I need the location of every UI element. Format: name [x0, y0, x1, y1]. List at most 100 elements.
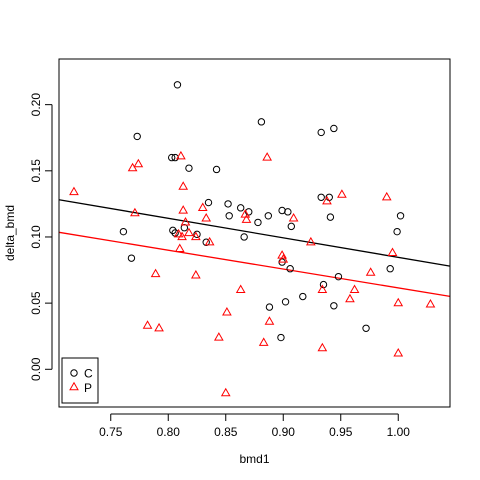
point-p — [278, 254, 289, 263]
point-p — [213, 332, 224, 341]
point-c — [245, 208, 253, 216]
point-p — [387, 247, 398, 256]
x-tick-label: 0.85 — [214, 425, 238, 439]
point-c — [193, 230, 201, 239]
y-tick-label: 0.20 — [29, 93, 43, 117]
point-c — [173, 81, 182, 89]
legend-box — [61, 357, 99, 404]
point-p — [235, 284, 246, 293]
point-c — [237, 204, 245, 212]
point-p — [262, 152, 273, 161]
legend-triangle-marker — [69, 381, 79, 391]
point-p — [381, 191, 392, 201]
point-p — [173, 228, 184, 238]
x-tick-label: 1.00 — [387, 425, 411, 439]
point-c — [180, 224, 189, 232]
point-p — [204, 236, 215, 246]
y-tick-label: 0.10 — [29, 225, 43, 249]
point-c — [127, 254, 136, 262]
point-p — [180, 217, 191, 226]
point-p — [317, 342, 328, 352]
point-p — [142, 320, 153, 329]
point-p — [345, 293, 355, 303]
y-tick-label: 0.15 — [29, 159, 43, 183]
point-c — [202, 238, 210, 246]
legend-circle-marker — [70, 369, 78, 377]
x-axis: 0.75 0.80 0.85 0.90 0.95 1.00 — [99, 413, 411, 439]
point-p — [133, 158, 144, 168]
regression-line-c — [58, 199, 451, 267]
point-c — [277, 333, 285, 342]
point-p — [130, 207, 140, 217]
point-c — [317, 193, 325, 201]
point-c — [330, 124, 338, 133]
point-p — [322, 195, 332, 205]
point-c — [386, 265, 394, 273]
point-c — [133, 132, 141, 141]
x-tick-label: 0.90 — [272, 425, 296, 439]
point-p — [190, 269, 201, 279]
legend-label-p: P — [84, 381, 92, 395]
point-c — [264, 212, 272, 220]
point-p — [349, 284, 360, 293]
data-points — [69, 81, 436, 397]
point-p — [176, 150, 186, 160]
point-p — [264, 316, 275, 325]
point-p — [197, 202, 208, 211]
point-p — [150, 268, 161, 278]
point-p — [393, 297, 404, 307]
y-axis-label: delta_bmd — [3, 205, 17, 261]
point-p — [220, 387, 231, 397]
point-c — [224, 200, 232, 208]
point-c — [362, 324, 370, 332]
y-axis: 0.00 0.05 0.10 0.15 0.20 — [29, 93, 53, 381]
x-axis-label: bmd1 — [239, 452, 269, 466]
point-c — [185, 164, 193, 172]
point-p — [201, 213, 212, 222]
point-c — [299, 292, 307, 301]
legend: C P — [61, 357, 99, 404]
point-p — [305, 236, 316, 246]
point-p — [177, 231, 187, 241]
point-c — [317, 128, 325, 137]
point-p — [222, 306, 232, 316]
x-tick-label: 0.95 — [329, 425, 353, 439]
point-p — [69, 186, 79, 196]
regression-line-p — [58, 231, 451, 298]
point-c — [396, 212, 405, 220]
point-c — [330, 302, 338, 310]
y-tick-label: 0.05 — [29, 291, 43, 315]
x-tick-label: 0.75 — [99, 425, 123, 439]
legend-label-c: C — [84, 367, 93, 381]
point-c — [171, 153, 179, 162]
point-p — [258, 337, 269, 346]
point-c — [287, 222, 295, 231]
point-c — [212, 165, 221, 174]
point-c — [254, 218, 262, 227]
point-c — [265, 303, 274, 311]
point-p — [288, 213, 299, 222]
point-p — [178, 181, 189, 190]
point-c — [257, 118, 266, 126]
plot-frame — [58, 58, 451, 408]
point-p — [277, 250, 287, 259]
point-p — [184, 227, 194, 237]
point-c — [119, 227, 128, 236]
point-c — [393, 227, 401, 236]
x-tick-label: 0.80 — [157, 425, 181, 439]
point-p — [174, 243, 185, 252]
point-p — [337, 189, 347, 198]
point-p — [317, 284, 328, 293]
point-p — [190, 231, 201, 241]
point-p — [393, 348, 404, 357]
point-c — [281, 298, 290, 306]
point-c — [225, 212, 233, 220]
point-p — [425, 299, 436, 308]
point-p — [154, 322, 164, 332]
regression-lines — [58, 199, 451, 298]
point-c — [240, 233, 248, 241]
y-tick-label: 0.00 — [29, 357, 43, 381]
point-c — [284, 208, 292, 216]
point-c — [326, 213, 335, 221]
